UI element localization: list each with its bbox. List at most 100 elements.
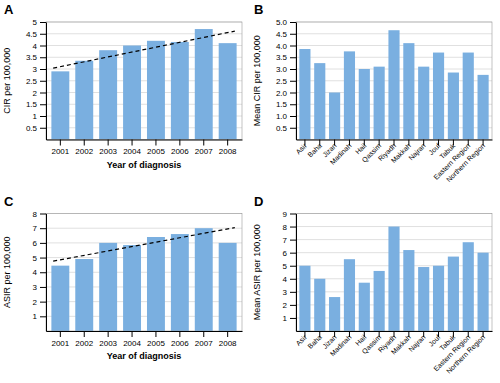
bar [463, 242, 474, 331]
x-axis-line [47, 331, 243, 332]
y-tick: 3.5 [276, 53, 296, 62]
x-axis: 20012002200320042005200620072008 [47, 331, 243, 348]
y-tick-mark [40, 104, 46, 105]
y-tick-mark [40, 258, 46, 259]
trend-line [53, 228, 235, 261]
y-tick-label: 3 [33, 283, 38, 292]
y-tick: 4.5 [276, 30, 296, 39]
x-tick-label: Makkah [390, 142, 412, 164]
y-tick-label: 9 [283, 210, 288, 219]
x-tick-mark [203, 140, 204, 146]
x-tick-label: 2001 [51, 147, 69, 156]
y-tick: 5.0 [276, 18, 296, 27]
y-tick-mark [290, 279, 296, 280]
y-tick: 1.0 [276, 112, 296, 121]
bar [75, 61, 93, 140]
bar [418, 267, 429, 331]
y-tick-label: 4 [33, 268, 38, 277]
y-tick: 7 [33, 224, 46, 233]
y-tick: 4 [33, 42, 46, 51]
x-axis: 20012002200320042005200620072008 [47, 140, 243, 157]
x-tick: 2005 [147, 140, 165, 157]
x-tick: 2003 [99, 331, 117, 348]
bar [448, 73, 459, 140]
x-axis-title: Year of diagnosis [107, 351, 182, 361]
y-tick-label: 4 [33, 42, 38, 51]
x-tick-label: 2004 [123, 147, 141, 156]
y-tick: 4.5 [26, 30, 46, 39]
plot-frame [296, 214, 492, 332]
x-tick-label: Baha [306, 333, 323, 350]
y-tick-label: 4.5 [276, 30, 288, 39]
y-tick-label: 4.0 [276, 42, 288, 51]
x-tick-label: 2005 [147, 339, 165, 348]
y-tick: 6 [283, 249, 296, 258]
x-tick: 2002 [75, 331, 93, 348]
y-tick-label: 1.5 [276, 100, 288, 109]
y-tick: 9 [283, 210, 296, 219]
y-tick-label: 2 [283, 301, 288, 310]
panel-title: D [254, 194, 263, 209]
x-tick-label: 2005 [147, 147, 165, 156]
y-tick-mark [40, 214, 46, 215]
bar [195, 228, 213, 331]
y-tick-label: 3 [33, 65, 38, 74]
y-tick-mark [290, 34, 296, 35]
x-tick: 2006 [171, 331, 189, 348]
x-axis: AsirBahaJizanMadinahHailQassimRiyadhMakk… [295, 140, 493, 184]
y-tick: 0.5 [276, 124, 296, 133]
y-tick-mark [40, 228, 46, 229]
y-tick: 1 [33, 112, 46, 121]
bar [374, 271, 385, 331]
y-tick: 2.5 [26, 77, 46, 86]
y-tick-mark [40, 302, 46, 303]
y-tick: 5 [33, 18, 46, 27]
x-tick: 2005 [147, 331, 165, 348]
y-tick-mark [290, 253, 296, 254]
x-tick: Makkah [390, 140, 412, 165]
y-tick-mark [290, 305, 296, 306]
bar [359, 283, 370, 331]
x-tick: 2001 [51, 331, 69, 348]
x-tick-mark [84, 331, 85, 337]
panel-title: C [4, 194, 14, 209]
bar [448, 257, 459, 331]
x-tick-mark [155, 140, 156, 146]
y-tick: 3.0 [276, 65, 296, 74]
y-tick-label: 3.0 [276, 65, 288, 74]
bar [388, 30, 399, 139]
y-tick: 2 [33, 298, 46, 307]
y-tick: 5 [33, 254, 46, 263]
y-tick-label: 1 [33, 112, 38, 121]
bar [478, 75, 489, 140]
y-tick-mark [40, 128, 46, 129]
plot-frame [296, 22, 492, 140]
y-tick-mark [290, 292, 296, 293]
y-tick-mark [290, 22, 296, 23]
y-tick: 1 [33, 312, 46, 321]
bar [314, 63, 325, 139]
y-tick-label: 3.5 [276, 53, 288, 62]
y-tick-mark [290, 266, 296, 267]
x-tick: Najran [407, 140, 427, 163]
x-tick: 2003 [99, 140, 117, 157]
y-tick-label: 0.5 [26, 124, 38, 133]
x-tick: Baha [306, 140, 323, 159]
y-axis-line [296, 23, 297, 141]
x-axis: AsirBahaJizanMadinahHailQassimRiyadhMakk… [295, 331, 493, 375]
bar [463, 53, 474, 140]
bar [51, 71, 69, 139]
y-tick-label: 1 [33, 312, 38, 321]
y-tick-mark [40, 93, 46, 94]
bar [219, 43, 237, 139]
bar [147, 237, 165, 331]
y-tick-mark [40, 34, 46, 35]
y-tick-label: 3 [283, 288, 288, 297]
y-tick-mark [290, 69, 296, 70]
trend-line [53, 31, 235, 68]
y-tick: 5 [283, 262, 296, 271]
x-tick-mark [60, 140, 61, 146]
y-tick-mark [290, 93, 296, 94]
bar [388, 227, 399, 331]
y-tick-label: 6 [283, 249, 288, 258]
